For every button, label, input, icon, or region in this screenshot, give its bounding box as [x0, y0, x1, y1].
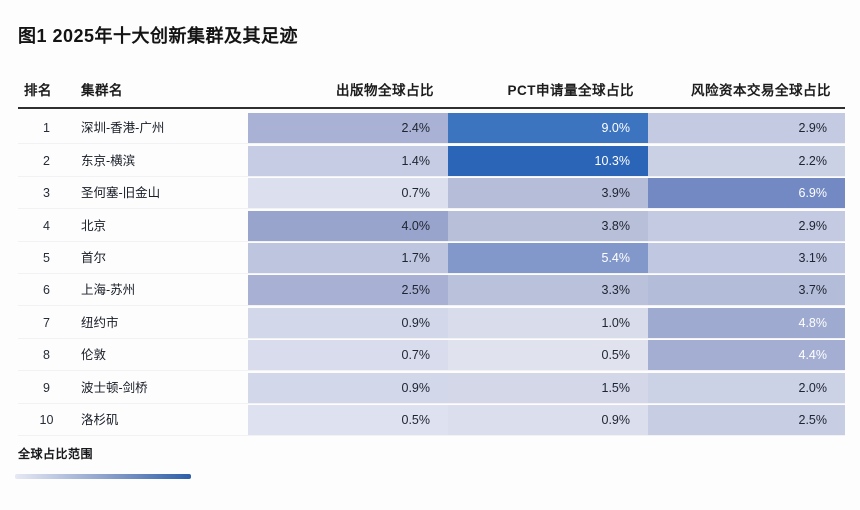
cluster-name-cell: 首尔 [81, 250, 107, 265]
table-row: 10 洛杉矶 0.5% 0.9% 2.5% [18, 404, 845, 435]
table-row: 7 纽约市 0.9% 1.0% 4.8% [18, 307, 845, 338]
rank-cell: 7 [43, 315, 50, 330]
rank-cell: 5 [43, 250, 50, 265]
col-header-venture-capital-share: 风险资本交易全球占比 [691, 83, 831, 98]
table-body: 1 深圳-香港-广州 2.4% 9.0% 2.9% 2 东京-横滨 1.4% 1… [18, 109, 845, 435]
publications-share-cell: 1.7% [248, 242, 448, 273]
cluster-name-cell: 圣何塞-旧金山 [81, 186, 161, 201]
table-row: 5 首尔 1.7% 5.4% 3.1% [18, 242, 845, 273]
venture-capital-share-cell: 2.5% [648, 404, 845, 435]
table-header-row: 排名 集群名 出版物全球占比 PCT申请量全球占比 风险资本交易全球占比 [18, 64, 845, 109]
table-row: 3 圣何塞-旧金山 0.7% 3.9% 6.9% [18, 178, 845, 209]
col-header-rank: 排名 [24, 83, 52, 98]
pct-applications-share-cell: 3.3% [448, 275, 648, 306]
table-row: 8 伦敦 0.7% 0.5% 4.4% [18, 340, 845, 371]
col-header-pct-applications-share: PCT申请量全球占比 [507, 83, 634, 98]
publications-share-cell: 4.0% [248, 210, 448, 241]
publications-share-cell: 0.7% [248, 178, 448, 209]
publications-share-cell: 0.9% [248, 307, 448, 338]
pct-applications-share-cell: 3.8% [448, 210, 648, 241]
table-row: 9 波士顿-剑桥 0.9% 1.5% 2.0% [18, 372, 845, 403]
publications-share-cell: 2.4% [248, 113, 448, 144]
pct-applications-share-cell: 0.5% [448, 340, 648, 371]
publications-share-cell: 2.5% [248, 275, 448, 306]
table-row: 1 深圳-香港-广州 2.4% 9.0% 2.9% [18, 113, 845, 144]
rank-cell: 4 [43, 218, 50, 233]
pct-applications-share-cell: 10.3% [448, 145, 648, 176]
cluster-name-cell: 深圳-香港-广州 [81, 121, 165, 136]
table-row: 2 东京-横滨 1.4% 10.3% 2.2% [18, 145, 845, 176]
cluster-name-cell: 东京-横滨 [81, 153, 136, 168]
rank-cell: 9 [43, 380, 50, 395]
publications-share-cell: 0.7% [248, 340, 448, 371]
legend: 全球占比范围 [15, 445, 191, 479]
pct-applications-share-cell: 5.4% [448, 242, 648, 273]
rank-cell: 6 [43, 283, 50, 298]
venture-capital-share-cell: 3.7% [648, 275, 845, 306]
venture-capital-share-cell: 4.4% [648, 340, 845, 371]
pct-applications-share-cell: 1.5% [448, 372, 648, 403]
cluster-name-cell: 北京 [81, 218, 107, 233]
rank-cell: 10 [39, 412, 54, 427]
venture-capital-share-cell: 4.8% [648, 307, 845, 338]
legend-gradient-bar [15, 474, 191, 479]
pct-applications-share-cell: 3.9% [448, 178, 648, 209]
cluster-name-cell: 波士顿-剑桥 [81, 380, 148, 395]
cluster-name-cell: 上海-苏州 [81, 283, 136, 298]
rank-cell: 2 [43, 153, 50, 168]
pct-applications-share-cell: 1.0% [448, 307, 648, 338]
venture-capital-share-cell: 3.1% [648, 242, 845, 273]
table-row: 4 北京 4.0% 3.8% 2.9% [18, 210, 845, 241]
rank-cell: 3 [43, 186, 50, 201]
figure-title: 图1 2025年十大创新集群及其足迹 [18, 26, 299, 46]
cluster-name-cell: 纽约市 [81, 315, 119, 330]
pct-applications-share-cell: 9.0% [448, 113, 648, 144]
publications-share-cell: 0.5% [248, 404, 448, 435]
venture-capital-share-cell: 6.9% [648, 178, 845, 209]
venture-capital-share-cell: 2.0% [648, 372, 845, 403]
col-header-publications-share: 出版物全球占比 [336, 83, 434, 98]
cluster-heatmap-table: 排名 集群名 出版物全球占比 PCT申请量全球占比 风险资本交易全球占比 1 深… [18, 64, 845, 435]
publications-share-cell: 0.9% [248, 372, 448, 403]
cluster-name-cell: 伦敦 [81, 348, 107, 363]
rank-cell: 1 [43, 121, 50, 136]
legend-label: 全球占比范围 [18, 447, 94, 461]
col-header-cluster-name: 集群名 [81, 83, 123, 98]
venture-capital-share-cell: 2.9% [648, 210, 845, 241]
venture-capital-share-cell: 2.9% [648, 113, 845, 144]
publications-share-cell: 1.4% [248, 145, 448, 176]
rank-cell: 8 [43, 348, 50, 363]
pct-applications-share-cell: 0.9% [448, 404, 648, 435]
venture-capital-share-cell: 2.2% [648, 145, 845, 176]
table-row: 6 上海-苏州 2.5% 3.3% 3.7% [18, 275, 845, 306]
cluster-name-cell: 洛杉矶 [81, 412, 119, 427]
